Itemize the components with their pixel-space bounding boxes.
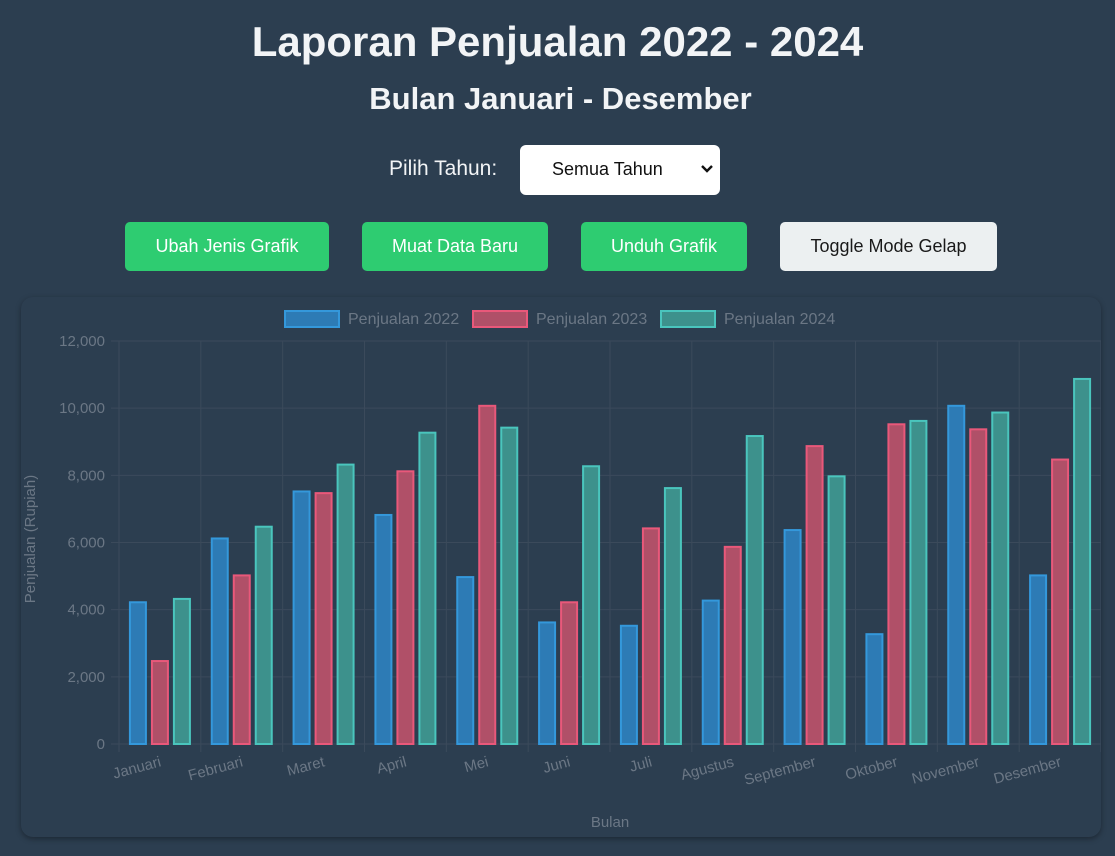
bar-penjualan-2023-desember — [1051, 458, 1070, 746]
bar-penjualan-2022-agustus — [701, 599, 720, 746]
x-tick-label: Juni — [541, 753, 572, 777]
bar-penjualan-2023-mei — [478, 404, 497, 746]
bar-penjualan-2023-maret — [314, 492, 333, 745]
year-select[interactable]: Semua Tahun — [520, 145, 720, 195]
bar-penjualan-2022-juli — [619, 624, 638, 746]
bar-penjualan-2024-januari — [172, 597, 191, 745]
bar-penjualan-2022-juni — [538, 621, 557, 746]
legend-label: Penjualan 2024 — [724, 311, 835, 328]
grid-lines — [111, 340, 1102, 752]
bar-penjualan-2022-april — [374, 513, 393, 745]
year-select-label: Pilih Tahun: — [389, 157, 498, 180]
x-tick-label: April — [375, 753, 408, 777]
x-axis-label: Bulan — [591, 814, 629, 831]
sales-bar-chart: 0 2,000 4,000 6,000 8,000 10,000 12,000 Januar… — [22, 310, 1102, 831]
bar-penjualan-2022-maret — [292, 490, 311, 745]
bar-penjualan-2024-september — [827, 475, 846, 745]
y-tick-label: 12,000 — [59, 333, 105, 350]
bar-penjualan-2022-desember — [1029, 574, 1048, 746]
bar-penjualan-2023-juli — [641, 527, 660, 745]
bar-penjualan-2022-januari — [128, 601, 147, 746]
chevron-down-icon — [701, 165, 713, 173]
x-tick-label: Juli — [628, 753, 654, 775]
y-tick-label: 10,000 — [59, 400, 105, 417]
download-chart-button[interactable]: Unduh Grafik — [581, 222, 747, 271]
page-title: Laporan Penjualan 2022 - 2024 — [251, 18, 864, 65]
load-new-data-button[interactable]: Muat Data Baru — [362, 222, 548, 271]
page-subtitle: Bulan Januari - Desember — [369, 81, 752, 116]
y-axis-label: Penjualan (Rupiah) — [22, 475, 39, 603]
bar-penjualan-2024-juli — [663, 487, 682, 745]
legend-label: Penjualan 2023 — [536, 311, 647, 328]
x-tick-label: Mei — [463, 753, 491, 776]
bar-penjualan-2024-maret — [336, 463, 355, 745]
legend-swatch — [660, 310, 716, 328]
x-tick-label: Desember — [992, 753, 1063, 787]
bar-penjualan-2023-januari — [150, 660, 169, 745]
bar-penjualan-2023-juni — [560, 601, 579, 746]
bar-penjualan-2024-november — [991, 411, 1010, 746]
bar-penjualan-2023-februari — [232, 574, 251, 746]
bar-penjualan-2022-mei — [456, 576, 475, 746]
bar-penjualan-2023-april — [396, 470, 415, 745]
bar-penjualan-2022-oktober — [865, 633, 884, 745]
bar-penjualan-2024-oktober — [909, 419, 928, 745]
bar-penjualan-2024-februari — [254, 525, 273, 745]
bar-penjualan-2024-mei — [500, 426, 519, 745]
bar-penjualan-2022-november — [947, 404, 966, 746]
y-axis-ticks: 0 2,000 4,000 6,000 8,000 10,000 12,000 — [59, 333, 105, 753]
x-tick-label: Maret — [285, 753, 327, 780]
y-tick-label: 2,000 — [67, 669, 105, 686]
bar-penjualan-2023-agustus — [723, 545, 742, 745]
x-tick-label: September — [742, 753, 817, 788]
bar-penjualan-2024-juni — [582, 465, 601, 745]
legend: Penjualan 2022 Penjualan 2023 Penjualan 20… — [284, 310, 835, 328]
bar-penjualan-2024-april — [418, 431, 437, 746]
y-tick-label: 0 — [97, 736, 105, 753]
toggle-dark-mode-button[interactable]: Toggle Mode Gelap — [780, 222, 997, 271]
change-chart-type-button[interactable]: Ubah Jenis Grafik — [125, 222, 329, 271]
bar-penjualan-2024-agustus — [745, 435, 764, 746]
bar-penjualan-2023-september — [805, 445, 824, 745]
bar-penjualan-2024-desember — [1073, 377, 1092, 745]
x-axis-ticks: Januari Februari Maret April Mei Juni Juli Agus… — [111, 753, 1063, 789]
x-tick-label: Januari — [111, 753, 163, 782]
chart-card: 0 2,000 4,000 6,000 8,000 10,000 12,000 Januar… — [21, 297, 1102, 837]
bar-penjualan-2022-september — [783, 529, 802, 745]
legend-swatch — [284, 310, 340, 328]
bar-penjualan-2023-oktober — [887, 423, 906, 745]
bar-penjualan-2022-februari — [210, 537, 229, 745]
y-tick-label: 6,000 — [67, 535, 105, 552]
x-tick-label: November — [910, 753, 981, 787]
bars — [128, 377, 1092, 746]
y-tick-label: 4,000 — [67, 602, 105, 619]
year-select-value: Semua Tahun — [552, 159, 663, 179]
x-tick-label: Oktober — [844, 753, 900, 783]
legend-swatch — [472, 310, 528, 328]
y-tick-label: 8,000 — [67, 467, 105, 484]
legend-label: Penjualan 2022 — [348, 311, 459, 328]
x-tick-label: Februari — [186, 753, 244, 784]
x-tick-label: Agustus — [679, 753, 736, 783]
bar-penjualan-2023-november — [969, 428, 988, 745]
